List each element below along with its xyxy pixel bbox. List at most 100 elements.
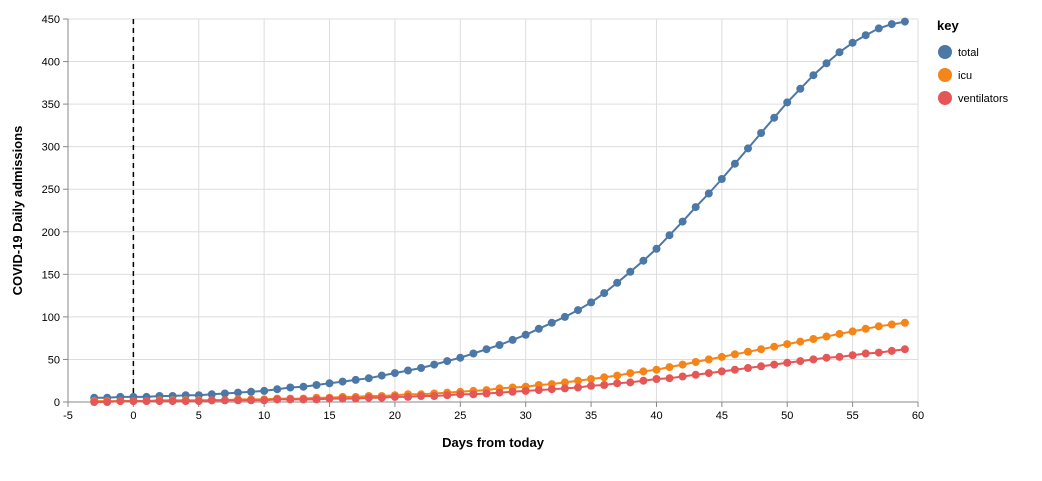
point-total	[351, 375, 360, 384]
grid	[67, 18, 919, 403]
point-ventilators	[116, 397, 125, 406]
point-total	[587, 298, 596, 307]
point-total	[508, 335, 517, 344]
point-total	[691, 203, 700, 212]
y-tick-label: 450	[42, 14, 60, 26]
x-tick-label: 25	[454, 410, 466, 422]
point-ventilators	[155, 397, 164, 406]
x-tick-label: 35	[585, 410, 597, 422]
axes: -5 0 5 10 15 20 25 30 35 40 45 50 55 6005010015020025…	[42, 14, 924, 422]
point-icu	[809, 335, 818, 343]
point-ventilators	[613, 379, 622, 388]
point-ventilators	[364, 393, 373, 402]
point-ventilators	[338, 394, 347, 403]
point-icu	[770, 342, 779, 351]
point-ventilators	[390, 392, 399, 401]
point-total	[443, 357, 452, 366]
point-ventilators	[717, 367, 726, 376]
point-ventilators	[103, 398, 112, 406]
y-tick-label: 100	[42, 312, 60, 324]
x-tick-label: 5	[196, 410, 202, 422]
point-total	[600, 289, 609, 298]
point-ventilators	[861, 349, 870, 358]
y-tick-label: 350	[42, 99, 60, 111]
point-ventilators	[521, 386, 530, 395]
point-ventilators	[639, 376, 648, 385]
point-icu	[652, 365, 661, 374]
point-ventilators	[874, 348, 883, 357]
point-total	[848, 38, 857, 47]
point-ventilators	[809, 355, 818, 364]
point-total	[260, 386, 269, 395]
point-icu	[822, 332, 831, 341]
point-total	[273, 385, 282, 394]
x-tick-label: 55	[846, 410, 858, 422]
point-total	[770, 113, 779, 122]
point-ventilators	[495, 388, 504, 397]
point-total	[744, 144, 752, 153]
point-total	[783, 98, 792, 107]
point-ventilators	[260, 396, 269, 405]
point-total	[404, 366, 412, 375]
point-icu	[848, 327, 857, 336]
point-total	[613, 278, 622, 287]
point-ventilators	[273, 395, 282, 404]
point-icu	[639, 367, 648, 376]
point-ventilators	[534, 386, 543, 395]
point-ventilators	[678, 372, 687, 381]
point-total	[704, 189, 713, 198]
point-icu	[730, 350, 739, 359]
x-tick-label: 0	[130, 410, 136, 422]
point-total	[900, 17, 909, 26]
point-total	[861, 31, 870, 40]
point-ventilators	[704, 369, 713, 378]
point-icu	[665, 363, 674, 372]
point-total	[717, 175, 726, 183]
point-ventilators	[129, 397, 138, 406]
point-ventilators	[652, 375, 661, 383]
point-ventilators	[351, 394, 360, 403]
point-total	[390, 369, 399, 378]
point-total	[560, 312, 569, 321]
legend-swatch-icu	[938, 68, 952, 82]
x-tick-label: 30	[520, 410, 532, 422]
point-total	[377, 371, 386, 380]
point-total	[730, 159, 739, 168]
point-ventilators	[181, 397, 190, 406]
point-ventilators	[482, 389, 491, 398]
point-ventilators	[730, 365, 739, 374]
point-total	[521, 330, 530, 339]
y-tick-label: 200	[42, 227, 60, 239]
point-total	[639, 256, 648, 265]
point-ventilators	[665, 374, 674, 383]
point-ventilators	[312, 395, 321, 404]
point-total	[495, 341, 504, 349]
point-total	[299, 382, 308, 391]
point-icu	[900, 318, 909, 327]
point-icu	[796, 337, 805, 346]
legend-label-total: total	[958, 47, 979, 59]
point-icu	[717, 352, 726, 361]
y-tick-label: 0	[54, 397, 60, 409]
point-ventilators	[90, 398, 99, 406]
point-ventilators	[194, 397, 203, 406]
point-total	[417, 364, 426, 372]
point-ventilators	[547, 385, 556, 394]
point-icu	[691, 358, 700, 366]
point-ventilators	[142, 397, 151, 406]
point-total	[364, 374, 373, 383]
y-tick-label: 50	[48, 354, 60, 366]
point-total	[207, 390, 216, 399]
point-ventilators	[168, 397, 177, 406]
point-ventilators	[835, 352, 844, 361]
point-ventilators	[469, 390, 478, 399]
point-ventilators	[848, 351, 857, 360]
y-axis-title: COVID-19 Daily admissions	[10, 126, 25, 296]
point-total	[325, 379, 334, 388]
point-ventilators	[822, 353, 831, 362]
point-total	[338, 377, 347, 386]
point-ventilators	[744, 364, 752, 372]
point-ventilators	[887, 346, 896, 355]
point-ventilators	[286, 395, 295, 404]
